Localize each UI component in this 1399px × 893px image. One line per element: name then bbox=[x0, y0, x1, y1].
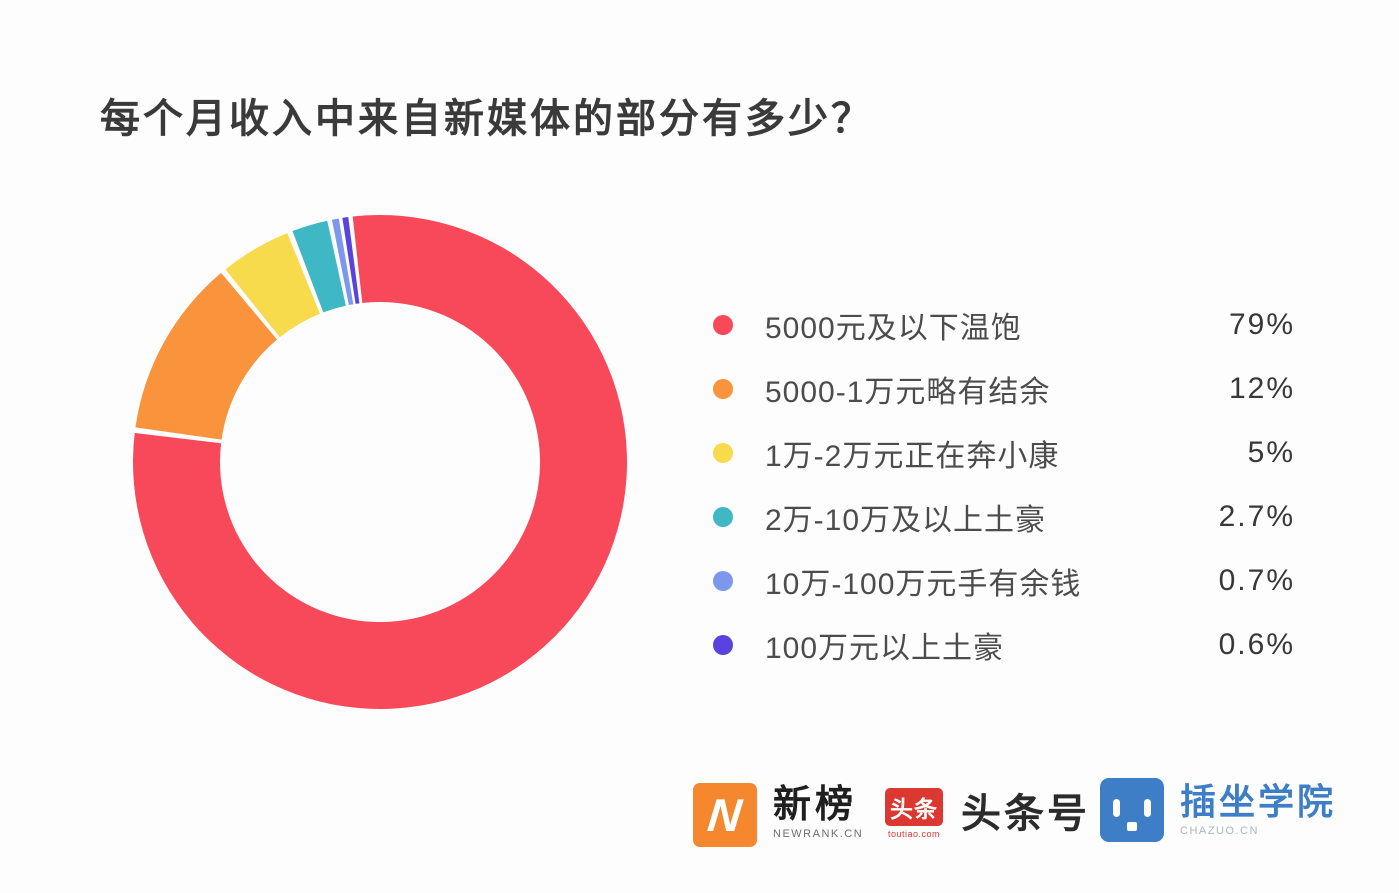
legend-value: 2.7% bbox=[1218, 500, 1295, 533]
newrank-name: 新榜 bbox=[773, 784, 858, 826]
legend-item: 10万-100万元手有余钱 0.7% bbox=[703, 549, 1295, 613]
legend-swatch-icon bbox=[713, 315, 733, 335]
legend-swatch-icon bbox=[713, 443, 733, 463]
donut-segment bbox=[225, 233, 320, 338]
chazuo-logo-eye-right bbox=[1144, 799, 1151, 817]
donut-segment bbox=[331, 218, 354, 306]
legend-value: 0.7% bbox=[1218, 564, 1295, 597]
donut-chart-svg bbox=[132, 215, 627, 709]
legend-value: 79% bbox=[1228, 308, 1295, 341]
toutiao-logo-text: 头条 bbox=[890, 796, 938, 822]
legend-item: 5000-1万元略有结余 12% bbox=[703, 357, 1295, 421]
chazuo-name: 插坐学院 bbox=[1180, 781, 1337, 822]
legend-value: 5% bbox=[1247, 436, 1295, 469]
donut-segment bbox=[342, 217, 360, 304]
legend-item: 100万元以上土豪 0.6% bbox=[703, 613, 1295, 677]
chazuo-logo-eye-left bbox=[1113, 799, 1120, 817]
chart-legend: 5000元及以下温饱 79% 5000-1万元略有结余 12% 1万-2万元正在奔小康 5… bbox=[703, 293, 1295, 677]
donut-chart bbox=[130, 212, 630, 712]
legend-value: 0.6% bbox=[1218, 628, 1295, 661]
legend-swatch-icon bbox=[713, 635, 733, 655]
page-title: 每个月收入中来自新媒体的部分有多少？ bbox=[100, 97, 874, 141]
legend-label: 10万-100万元手有余钱 bbox=[765, 568, 1082, 601]
legend-swatch-icon bbox=[713, 507, 733, 527]
newrank-logo-letter: N bbox=[705, 789, 745, 841]
toutiao-logo-subtext: toutiao.com bbox=[887, 829, 941, 839]
chazuo-subtitle: CHAZUO.CN bbox=[1180, 825, 1259, 837]
chazuo-logo-mouth bbox=[1127, 822, 1137, 831]
toutiao-logo-icon: 头条 bbox=[885, 788, 943, 826]
legend-item: 1万-2万元正在奔小康 5% bbox=[703, 421, 1295, 485]
newrank-logo-icon: N bbox=[693, 783, 757, 847]
newrank-subtitle: NEWRANK.CN bbox=[773, 828, 864, 840]
legend-label: 2万-10万及以上土豪 bbox=[765, 504, 1047, 537]
chazuo-logo-icon bbox=[1100, 778, 1164, 842]
chazuo-brand: 插坐学院 CHAZUO.CN bbox=[1100, 778, 1336, 842]
donut-segment bbox=[132, 215, 627, 709]
donut-segment bbox=[292, 220, 346, 313]
legend-item: 2万-10万及以上土豪 2.7% bbox=[703, 485, 1295, 549]
donut-segment bbox=[135, 272, 278, 440]
legend-label: 100万元以上土豪 bbox=[765, 632, 1005, 665]
newrank-brand: N 新榜 NEWRANK.CN bbox=[693, 783, 863, 847]
legend-label: 5000-1万元略有结余 bbox=[765, 376, 1051, 409]
footer-logos: N 新榜 NEWRANK.CN 头条 toutiao.com 头条号 bbox=[0, 770, 1399, 870]
legend-label: 5000元及以下温饱 bbox=[765, 312, 1022, 345]
legend-swatch-icon bbox=[713, 379, 733, 399]
legend-swatch-icon bbox=[713, 571, 733, 591]
legend-value: 12% bbox=[1228, 372, 1295, 405]
legend-item: 5000元及以下温饱 79% bbox=[703, 293, 1295, 357]
toutiao-name: 头条号 bbox=[961, 792, 1090, 836]
toutiao-brand: 头条 toutiao.com 头条号 bbox=[885, 788, 1090, 840]
legend-label: 1万-2万元正在奔小康 bbox=[765, 440, 1060, 473]
